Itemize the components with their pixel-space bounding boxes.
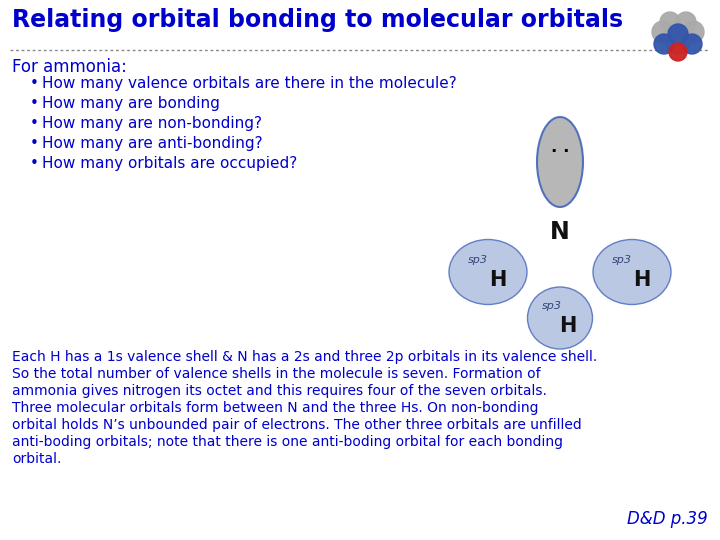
Text: •: • <box>30 96 39 111</box>
Ellipse shape <box>593 240 671 305</box>
Text: H: H <box>634 270 651 290</box>
Text: N: N <box>550 220 570 244</box>
Text: So the total number of valence shells in the molecule is seven. Formation of: So the total number of valence shells in… <box>12 367 541 381</box>
Text: •: • <box>30 136 39 151</box>
Text: •: • <box>30 116 39 131</box>
Text: anti-boding orbitals; note that there is one anti-boding orbital for each bondin: anti-boding orbitals; note that there is… <box>12 435 563 449</box>
Text: Each H has a 1s valence shell & N has a 2s and three 2p orbitals in its valence : Each H has a 1s valence shell & N has a … <box>12 350 598 364</box>
Circle shape <box>682 21 704 43</box>
Circle shape <box>669 43 687 61</box>
Ellipse shape <box>528 287 593 349</box>
Text: sp3: sp3 <box>468 255 488 265</box>
Text: Relating orbital bonding to molecular orbitals: Relating orbital bonding to molecular or… <box>12 8 623 32</box>
Text: For ammonia:: For ammonia: <box>12 58 127 76</box>
Text: orbital holds N’s unbounded pair of electrons. The other three orbitals are unfi: orbital holds N’s unbounded pair of elec… <box>12 418 582 432</box>
Text: · ·: · · <box>551 143 570 161</box>
Circle shape <box>682 34 702 54</box>
Circle shape <box>668 24 688 44</box>
Text: sp3: sp3 <box>612 255 632 265</box>
Circle shape <box>660 12 680 32</box>
Text: •: • <box>30 156 39 171</box>
Ellipse shape <box>449 240 527 305</box>
Text: •: • <box>30 76 39 91</box>
Text: How many valence orbitals are there in the molecule?: How many valence orbitals are there in t… <box>42 76 456 91</box>
Circle shape <box>654 34 674 54</box>
Text: Three molecular orbitals form between N and the three Hs. On non-bonding: Three molecular orbitals form between N … <box>12 401 539 415</box>
Text: orbital.: orbital. <box>12 452 61 466</box>
Text: How many are anti-bonding?: How many are anti-bonding? <box>42 136 263 151</box>
Text: ammonia gives nitrogen its octet and this requires four of the seven orbitals.: ammonia gives nitrogen its octet and thi… <box>12 384 547 398</box>
Text: How many orbitals are occupied?: How many orbitals are occupied? <box>42 156 297 171</box>
Text: sp3: sp3 <box>542 301 562 311</box>
Circle shape <box>666 30 690 54</box>
Text: How many are bonding: How many are bonding <box>42 96 220 111</box>
Ellipse shape <box>537 117 583 207</box>
Text: D&D p.39: D&D p.39 <box>627 510 708 528</box>
Circle shape <box>676 12 696 32</box>
Text: How many are non-bonding?: How many are non-bonding? <box>42 116 262 131</box>
Text: H: H <box>490 270 507 290</box>
Text: H: H <box>559 316 577 336</box>
Circle shape <box>652 21 674 43</box>
